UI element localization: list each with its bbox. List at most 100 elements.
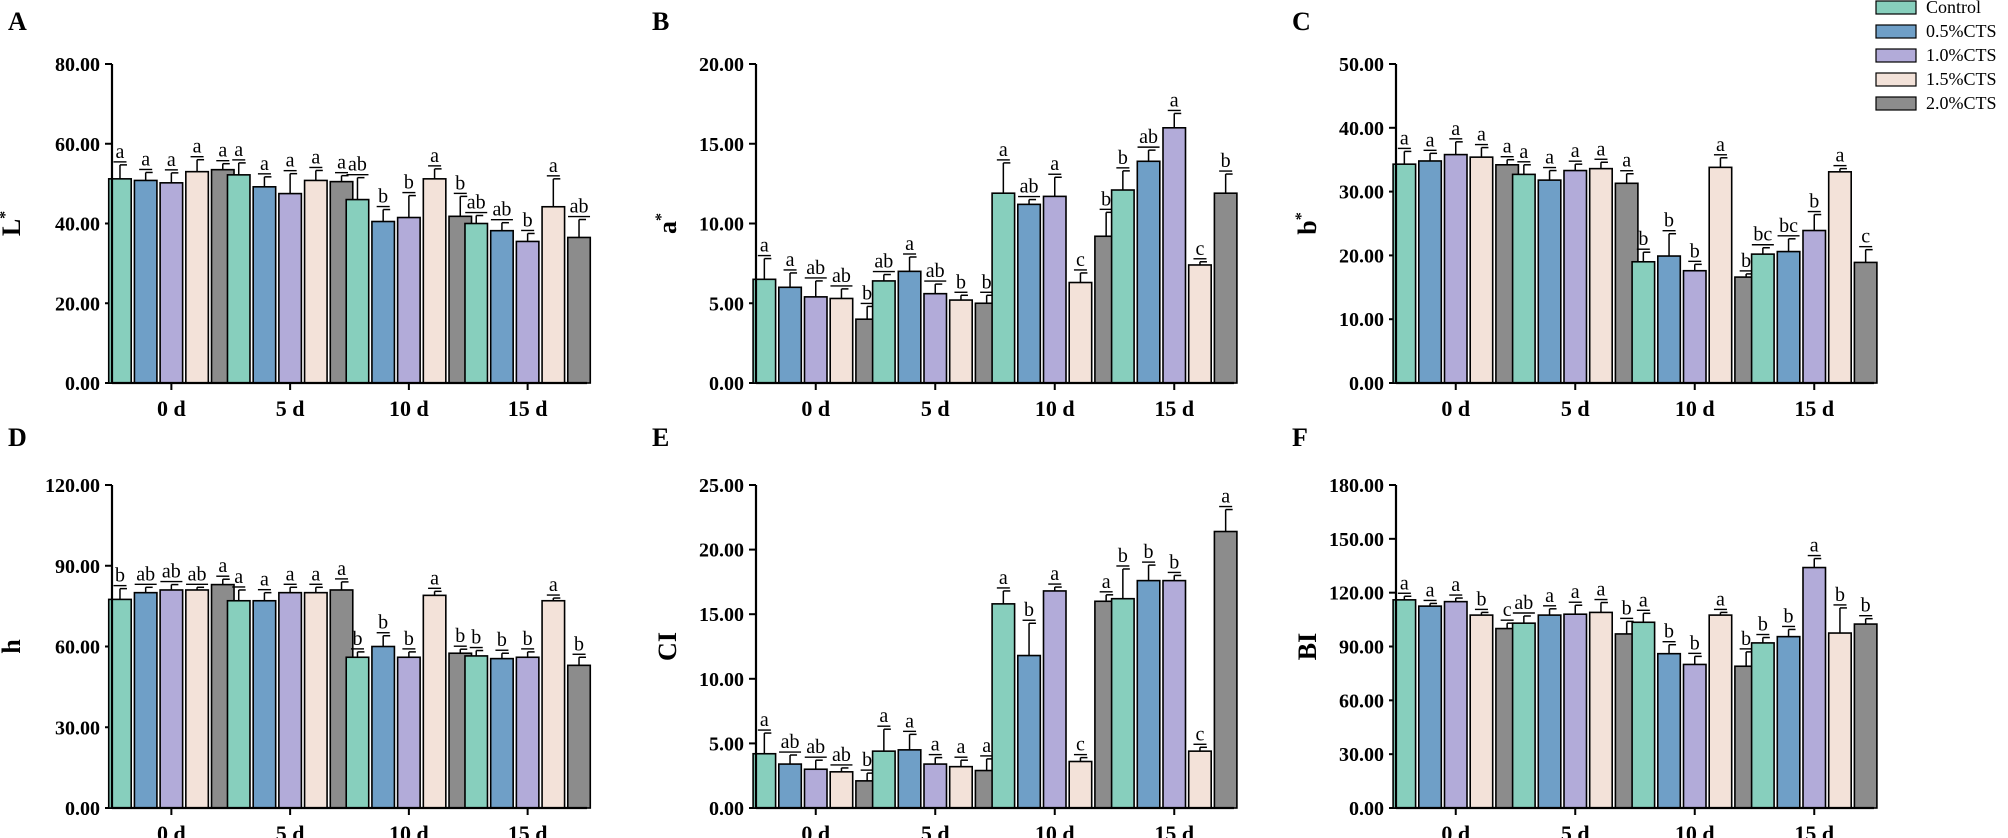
panel-c-y-tick-label: 30.00 bbox=[1339, 182, 1384, 204]
panel-b-bar-2-0-cts-10-d-significance-letter: b bbox=[1101, 188, 1111, 210]
panel-a-bar-0-5-cts-10-d bbox=[371, 220, 396, 384]
panel-c-bar-control-10-d-significance-letter: b bbox=[1638, 228, 1648, 250]
panel-d-bar-control-10-d bbox=[345, 656, 370, 809]
panel-d-bar-0-5-cts-15-d bbox=[489, 657, 514, 809]
panel-e-x-tick-label-15-d: 15 d bbox=[1154, 821, 1194, 838]
panel-f-x-tick-label-0-d: 0 d bbox=[1441, 821, 1470, 838]
panel-f-bar-0-5-cts-5-d bbox=[1537, 614, 1562, 809]
panel-b-bar-2-0-cts-15-d-significance-letter: b bbox=[1221, 150, 1231, 172]
panel-d-bar-1-5-cts-10-d-significance-letter: a bbox=[430, 567, 439, 589]
panel-f-bar-1-0-cts-0-d-significance-letter: a bbox=[1451, 574, 1460, 596]
panel-d-bar-control-5-d bbox=[226, 599, 251, 809]
panel-a-bar-1-5-cts-5-d bbox=[303, 179, 328, 384]
panel-c-x-tick-label-0-d: 0 d bbox=[1441, 396, 1470, 421]
panel-a-bar-1-0-cts-0-d bbox=[159, 182, 184, 384]
panel-f-bar-2-0-cts-15-d-significance-letter: b bbox=[1861, 595, 1871, 617]
panel-d-bar-1-0-cts-15-d-significance-letter: b bbox=[523, 628, 533, 650]
panel-e-bar-0-5-cts-10-d bbox=[1016, 654, 1042, 809]
panel-e-bar-2-0-cts-10-d-significance-letter: a bbox=[1102, 571, 1111, 593]
panel-e-bar-0-5-cts-0-d-significance-letter: ab bbox=[781, 731, 800, 753]
panel-c-bar-2-0-cts-10-d-significance-letter: b bbox=[1741, 250, 1751, 272]
panel-a-bar-2-0-cts-0-d-significance-letter: a bbox=[218, 140, 227, 162]
panel-e-bar-1-0-cts-15-d-significance-letter: b bbox=[1169, 551, 1179, 573]
panel-c-bar-0-5-cts-10-d-significance-letter: b bbox=[1664, 210, 1674, 232]
panel-d-bar-control-10-d-significance-letter: b bbox=[352, 628, 362, 650]
panel-e-bar-1-5-cts-5-d bbox=[948, 765, 974, 809]
panel-b-bar-control-15-d-significance-letter: b bbox=[1118, 147, 1128, 169]
panel-e-y-tick-label: 15.00 bbox=[699, 604, 744, 626]
panel-a-bar-1-5-cts-5-d-significance-letter: a bbox=[311, 146, 320, 168]
panel-e-bar-1-0-cts-0-d-significance-letter: ab bbox=[806, 736, 825, 758]
panel-f-bar-1-0-cts-10-d bbox=[1682, 663, 1707, 809]
legend-item-0-5-cts-swatch bbox=[1875, 24, 1917, 39]
panel-c-bar-control-0-d-significance-letter: a bbox=[1400, 127, 1409, 149]
panel-b-bar-1-0-cts-10-d-significance-letter: a bbox=[1050, 153, 1059, 175]
panel-b-y-axis-label: a* bbox=[653, 213, 682, 234]
panel-b-bar-control-15-d bbox=[1110, 189, 1135, 384]
panel-d-y-tick-label: 120.00 bbox=[45, 475, 100, 497]
panel-b-bar-1-5-cts-15-d bbox=[1187, 264, 1212, 384]
panel-d-y-axis-label: h bbox=[0, 639, 26, 654]
panel-c-bar-control-5-d-significance-letter: a bbox=[1519, 141, 1528, 163]
panel-a-bar-control-5-d-significance-letter: a bbox=[234, 139, 243, 161]
panel-b-bar-1-0-cts-15-d bbox=[1162, 127, 1187, 384]
panel-a-bar-control-15-d bbox=[464, 222, 489, 384]
panel-c-bar-0-5-cts-5-d bbox=[1537, 179, 1562, 384]
panel-e-y-axis-label: CI bbox=[653, 632, 682, 661]
panel-a-y-axis-label: L* bbox=[0, 211, 26, 236]
panel-a-letter: A bbox=[8, 7, 27, 36]
panel-b-bar-1-5-cts-15-d-significance-letter: c bbox=[1196, 238, 1205, 260]
panel-a-y-tick-label: 60.00 bbox=[55, 134, 100, 156]
panel-b-bar-1-5-cts-0-d bbox=[829, 297, 854, 384]
panel-e-bar-2-0-cts-15-d-significance-letter: a bbox=[1221, 486, 1230, 508]
panel-f-bar-1-0-cts-10-d-significance-letter: b bbox=[1690, 632, 1700, 654]
panel-e-y-tick-label: 25.00 bbox=[699, 475, 744, 497]
panel-f-bar-1-0-cts-5-d-significance-letter: a bbox=[1571, 581, 1580, 603]
panel-f-y-tick-label: 0.00 bbox=[1349, 798, 1384, 820]
panel-c-bar-2-0-cts-15-d-significance-letter: c bbox=[1861, 226, 1870, 248]
panel-e-bar-1-5-cts-15-d bbox=[1187, 750, 1212, 809]
panel-a-bar-1-0-cts-5-d bbox=[278, 192, 303, 384]
legend-item-control: Control bbox=[1875, 0, 1981, 17]
panel-d-bar-control-0-d-significance-letter: b bbox=[115, 565, 125, 587]
panel-a-bar-1-0-cts-15-d bbox=[515, 240, 540, 384]
panel-e-bar-1-0-cts-0-d bbox=[803, 768, 828, 809]
panel-d-bar-1-5-cts-5-d-significance-letter: a bbox=[311, 563, 320, 585]
panel-a-bar-0-5-cts-15-d-significance-letter: ab bbox=[492, 199, 511, 221]
panel-f-bar-0-5-cts-10-d bbox=[1657, 652, 1682, 809]
panel-d-letter: D bbox=[8, 423, 27, 452]
panel-a-bar-2-0-cts-15-d-significance-letter: ab bbox=[570, 196, 589, 218]
panel-e-bar-2-0-cts-0-d-significance-letter: b bbox=[862, 749, 872, 771]
panel-e-x-tick-label-10-d: 10 d bbox=[1035, 821, 1075, 838]
panel-e-bar-1-5-cts-15-d-significance-letter: c bbox=[1196, 723, 1205, 745]
panel-d-y-tick-label: 30.00 bbox=[55, 717, 100, 739]
panel-b-bar-control-10-d-significance-letter: a bbox=[999, 139, 1008, 161]
panel-e-bar-control-15-d bbox=[1110, 597, 1135, 809]
panel-b-bar-1-5-cts-5-d bbox=[948, 299, 974, 384]
panel-f-y-axis-label: BI bbox=[1293, 633, 1322, 660]
panel-d-bar-2-0-cts-15-d-significance-letter: b bbox=[574, 633, 584, 655]
panel-b-bar-1-0-cts-15-d-significance-letter: a bbox=[1170, 89, 1179, 111]
panel-f-y-tick-label: 30.00 bbox=[1339, 744, 1384, 766]
panel-b-bar-1-0-cts-5-d-significance-letter: ab bbox=[926, 260, 945, 282]
panel-e-bar-0-5-cts-15-d bbox=[1136, 579, 1161, 809]
panel-a-bar-control-15-d-significance-letter: ab bbox=[467, 192, 486, 214]
panel-d-bar-0-5-cts-0-d-significance-letter: ab bbox=[136, 563, 155, 585]
panel-c-bar-0-5-cts-15-d-significance-letter: bc bbox=[1779, 215, 1798, 237]
panel-c-letter: C bbox=[1292, 7, 1311, 36]
panel-e-bar-control-5-d bbox=[871, 750, 896, 809]
panel-a-y-tick-label: 20.00 bbox=[55, 293, 100, 315]
panel-d-bar-control-15-d-significance-letter: b bbox=[471, 627, 481, 649]
panel-f-y-tick-label: 90.00 bbox=[1339, 637, 1384, 659]
panel-d-x-tick-label-15-d: 15 d bbox=[508, 821, 548, 838]
panel-e-bar-1-5-cts-10-d-significance-letter: c bbox=[1076, 734, 1085, 756]
panel-c-y-tick-label: 20.00 bbox=[1339, 245, 1384, 267]
panel-a-bar-2-0-cts-5-d-significance-letter: a bbox=[337, 152, 346, 174]
panel-f-bar-control-15-d-significance-letter: b bbox=[1758, 614, 1768, 636]
panel-f-bar-control-5-d-significance-letter: ab bbox=[1514, 592, 1533, 614]
panel-a-bar-control-0-d-significance-letter: a bbox=[116, 141, 125, 163]
panel-b-bar-control-5-d-significance-letter: ab bbox=[874, 251, 893, 273]
panel-d-bar-1-5-cts-10-d bbox=[422, 594, 447, 809]
